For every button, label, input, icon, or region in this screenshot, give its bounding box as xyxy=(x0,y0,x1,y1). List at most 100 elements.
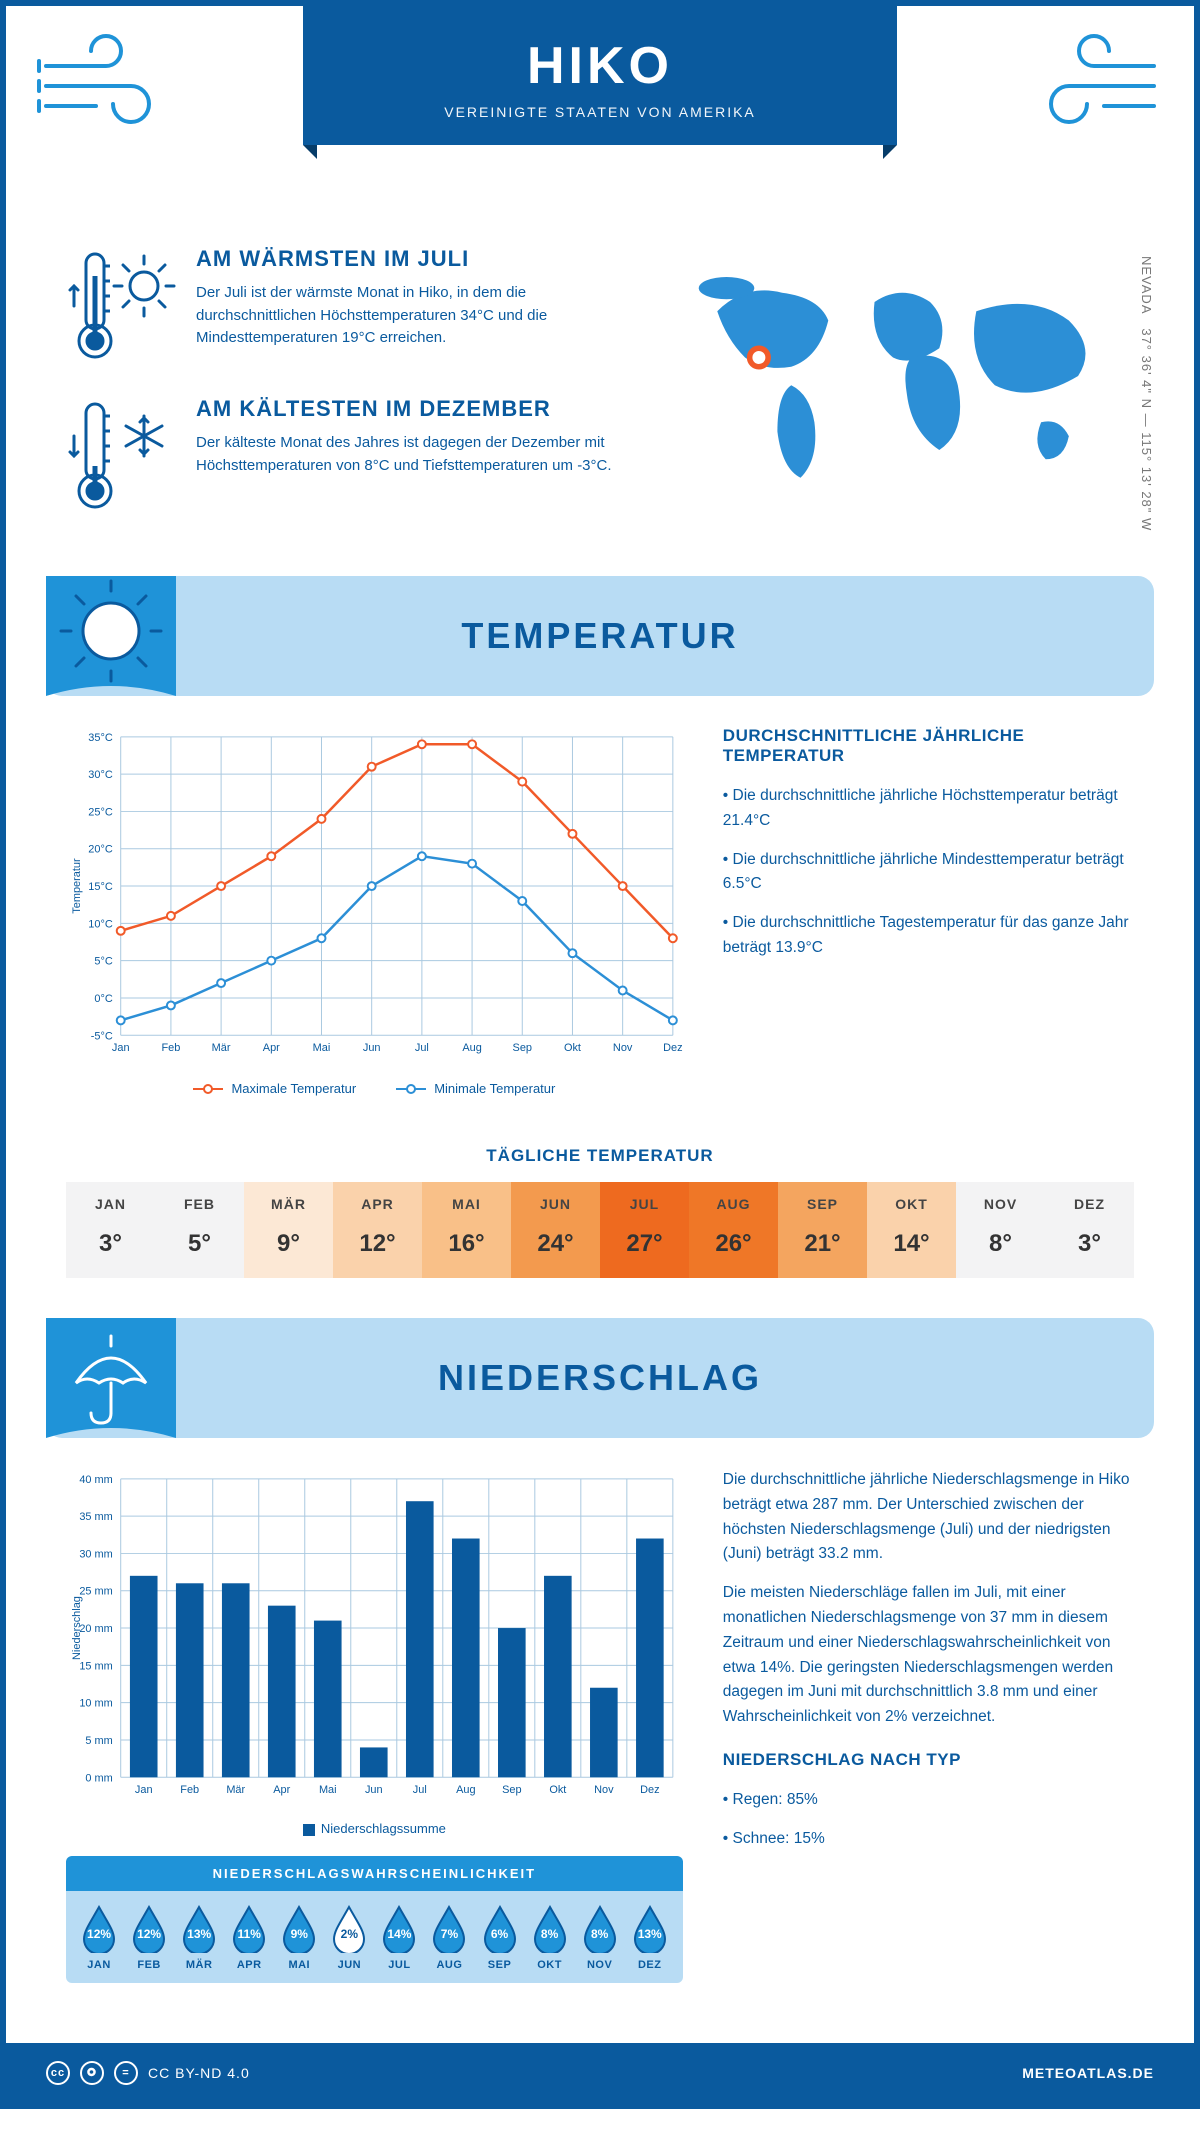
thermometer-sun-icon xyxy=(66,246,176,366)
svg-text:Okt: Okt xyxy=(564,1042,581,1054)
svg-text:Nov: Nov xyxy=(613,1042,633,1054)
title-banner: HIKO VEREINIGTE STAATEN VON AMERIKA xyxy=(303,6,897,145)
info-bullet: • Die durchschnittliche jährliche Höchst… xyxy=(723,784,1134,834)
svg-text:30°C: 30°C xyxy=(88,769,113,781)
raindrop-icon: 12% xyxy=(80,1905,118,1953)
precip-type: • Schnee: 15% xyxy=(723,1827,1134,1852)
probability-cell: 7% AUG xyxy=(424,1905,474,1971)
fact-title: AM KÄLTESTEN IM DEZEMBER xyxy=(196,396,631,422)
svg-text:Mär: Mär xyxy=(212,1042,231,1054)
svg-text:10 mm: 10 mm xyxy=(79,1698,112,1710)
by-icon: 🞉 xyxy=(80,2061,104,2085)
info-bullet: • Die durchschnittliche jährliche Mindes… xyxy=(723,848,1134,898)
svg-text:15°C: 15°C xyxy=(88,881,113,893)
precip-text: Die meisten Niederschläge fallen im Juli… xyxy=(723,1581,1134,1730)
svg-text:Jul: Jul xyxy=(413,1784,427,1796)
probability-cell: 12% JAN xyxy=(74,1905,124,1971)
license: cc 🞉 = CC BY-ND 4.0 xyxy=(46,2061,250,2085)
thermometer-snow-icon xyxy=(66,396,176,516)
raindrop-icon: 7% xyxy=(430,1905,468,1953)
probability-cell: 9% MAI xyxy=(274,1905,324,1971)
daily-cell: AUG26° xyxy=(689,1182,778,1278)
svg-text:15 mm: 15 mm xyxy=(79,1660,112,1672)
chart-legend: Maximale Temperatur Minimale Temperatur xyxy=(66,1081,683,1096)
probability-cell: 8% NOV xyxy=(575,1905,625,1971)
raindrop-icon: 11% xyxy=(230,1905,268,1953)
svg-text:20 mm: 20 mm xyxy=(79,1623,112,1635)
daily-cell: DEZ3° xyxy=(1045,1182,1134,1278)
raindrop-icon: 8% xyxy=(581,1905,619,1953)
fact-coldest: AM KÄLTESTEN IM DEZEMBER Der kälteste Mo… xyxy=(66,396,631,516)
svg-text:Dez: Dez xyxy=(640,1784,659,1796)
daily-cell: JUN24° xyxy=(511,1182,600,1278)
section-temperature: TEMPERATUR xyxy=(46,576,1154,696)
svg-text:Temperatur: Temperatur xyxy=(71,858,83,914)
svg-text:-5°C: -5°C xyxy=(91,1030,113,1042)
cc-icon: cc xyxy=(46,2061,70,2085)
svg-text:30 mm: 30 mm xyxy=(79,1548,112,1560)
chart-legend: Niederschlagssumme xyxy=(66,1821,683,1836)
fact-text: Der kälteste Monat des Jahres ist dagege… xyxy=(196,432,631,477)
wind-icon xyxy=(1024,26,1164,146)
daily-cell: MAI16° xyxy=(422,1182,511,1278)
coordinates: NEVADA 37° 36' 4" N — 115° 13' 28" W xyxy=(1139,256,1154,531)
daily-cell: MÄR9° xyxy=(244,1182,333,1278)
svg-text:Jun: Jun xyxy=(365,1784,383,1796)
daily-cell: FEB5° xyxy=(155,1182,244,1278)
fact-warmest: AM WÄRMSTEN IM JULI Der Juli ist der wär… xyxy=(66,246,631,366)
svg-text:Jul: Jul xyxy=(415,1042,429,1054)
svg-text:Aug: Aug xyxy=(462,1042,481,1054)
section-title: NIEDERSCHLAG xyxy=(438,1357,762,1399)
info-title: DURCHSCHNITTLICHE JÄHRLICHE TEMPERATUR xyxy=(723,726,1134,766)
svg-text:Mai: Mai xyxy=(319,1784,337,1796)
svg-text:35 mm: 35 mm xyxy=(79,1511,112,1523)
probability-cell: 6% SEP xyxy=(475,1905,525,1971)
precip-type: • Regen: 85% xyxy=(723,1788,1134,1813)
daily-temperature-title: TÄGLICHE TEMPERATUR xyxy=(6,1146,1194,1166)
probability-cell: 13% MÄR xyxy=(174,1905,224,1971)
precip-type-title: NIEDERSCHLAG NACH TYP xyxy=(723,1750,1134,1770)
svg-text:Jun: Jun xyxy=(363,1042,381,1054)
world-map xyxy=(671,246,1134,506)
daily-cell: JAN3° xyxy=(66,1182,155,1278)
svg-text:Okt: Okt xyxy=(549,1784,566,1796)
precip-text: Die durchschnittliche jährliche Niedersc… xyxy=(723,1468,1134,1567)
daily-cell: NOV8° xyxy=(956,1182,1045,1278)
raindrop-icon: 2% xyxy=(330,1905,368,1953)
umbrella-icon xyxy=(46,1318,176,1438)
probability-cell: 14% JUL xyxy=(374,1905,424,1971)
fact-title: AM WÄRMSTEN IM JULI xyxy=(196,246,631,272)
daily-cell: SEP21° xyxy=(778,1182,867,1278)
probability-grid: 12% JAN 12% FEB 13% MÄR 11% APR 9% MAI 2… xyxy=(66,1891,683,1983)
daily-temperature-grid: JAN3°FEB5°MÄR9°APR12°MAI16°JUN24°JUL27°A… xyxy=(66,1182,1134,1278)
temperature-line-chart: -5°C0°C5°C10°C15°C20°C25°C30°C35°CJanFeb… xyxy=(66,726,683,1066)
raindrop-icon: 14% xyxy=(380,1905,418,1953)
svg-text:0 mm: 0 mm xyxy=(85,1772,112,1784)
svg-text:40 mm: 40 mm xyxy=(79,1474,112,1486)
svg-text:Jan: Jan xyxy=(112,1042,130,1054)
sun-icon xyxy=(46,576,176,696)
site-name: METEOATLAS.DE xyxy=(1022,2065,1154,2081)
footer: cc 🞉 = CC BY-ND 4.0 METEOATLAS.DE xyxy=(6,2043,1194,2103)
svg-text:Jan: Jan xyxy=(135,1784,153,1796)
probability-cell: 13% DEZ xyxy=(625,1905,675,1971)
daily-cell: OKT14° xyxy=(867,1182,956,1278)
nd-icon: = xyxy=(114,2061,138,2085)
svg-text:Mai: Mai xyxy=(313,1042,331,1054)
raindrop-icon: 9% xyxy=(280,1905,318,1953)
raindrop-icon: 13% xyxy=(180,1905,218,1953)
svg-text:Feb: Feb xyxy=(180,1784,199,1796)
svg-text:10°C: 10°C xyxy=(88,918,113,930)
page-subtitle: VEREINIGTE STAATEN VON AMERIKA xyxy=(323,104,877,120)
svg-text:Sep: Sep xyxy=(502,1784,521,1796)
svg-text:5 mm: 5 mm xyxy=(85,1735,112,1747)
svg-text:Nov: Nov xyxy=(594,1784,614,1796)
svg-text:Apr: Apr xyxy=(273,1784,290,1796)
svg-text:25 mm: 25 mm xyxy=(79,1586,112,1598)
svg-text:Aug: Aug xyxy=(456,1784,475,1796)
location-marker xyxy=(750,348,769,367)
daily-cell: JUL27° xyxy=(600,1182,689,1278)
svg-text:Mär: Mär xyxy=(226,1784,245,1796)
svg-text:Feb: Feb xyxy=(161,1042,180,1054)
svg-text:Apr: Apr xyxy=(263,1042,280,1054)
